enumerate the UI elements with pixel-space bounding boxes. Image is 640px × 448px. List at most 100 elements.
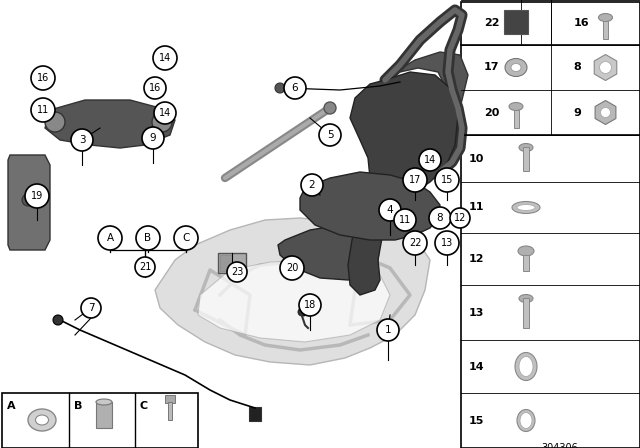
Ellipse shape [517, 409, 535, 431]
Polygon shape [348, 72, 458, 295]
Circle shape [152, 112, 172, 132]
Circle shape [284, 77, 306, 99]
Ellipse shape [515, 353, 537, 380]
Circle shape [98, 226, 122, 250]
Ellipse shape [509, 103, 523, 111]
Text: 8: 8 [436, 213, 444, 223]
Text: 9: 9 [573, 108, 581, 117]
Ellipse shape [518, 246, 534, 256]
Polygon shape [595, 55, 617, 81]
Ellipse shape [598, 13, 612, 22]
Polygon shape [300, 172, 440, 240]
Circle shape [153, 46, 177, 70]
Circle shape [144, 77, 166, 99]
Circle shape [298, 308, 306, 316]
Text: 14: 14 [469, 362, 484, 371]
Text: 9: 9 [150, 133, 156, 143]
Ellipse shape [520, 413, 532, 428]
Ellipse shape [519, 357, 533, 376]
Circle shape [174, 226, 198, 250]
Bar [249, 407, 261, 421]
Circle shape [22, 194, 34, 206]
Text: 16: 16 [573, 17, 589, 27]
Ellipse shape [28, 409, 56, 431]
Circle shape [377, 319, 399, 341]
Text: B: B [145, 233, 152, 243]
Circle shape [53, 315, 63, 325]
Text: 6: 6 [292, 83, 298, 93]
Text: 14: 14 [159, 53, 171, 63]
Bar [461, 2, 640, 448]
Ellipse shape [512, 202, 540, 214]
Circle shape [31, 66, 55, 90]
Circle shape [403, 168, 427, 192]
Text: 14: 14 [424, 155, 436, 165]
Circle shape [71, 129, 93, 151]
Text: 22: 22 [409, 238, 421, 248]
Text: 1: 1 [385, 325, 391, 335]
Circle shape [280, 256, 304, 280]
Circle shape [394, 209, 416, 231]
Polygon shape [155, 218, 430, 365]
Circle shape [25, 184, 49, 208]
Text: 7: 7 [88, 303, 94, 313]
Ellipse shape [511, 64, 521, 72]
Text: 14: 14 [159, 108, 171, 118]
Text: 11: 11 [469, 202, 484, 212]
Circle shape [31, 98, 55, 122]
Text: 12: 12 [469, 254, 484, 264]
Text: 16: 16 [37, 73, 49, 83]
Text: 17: 17 [484, 63, 499, 73]
Text: 304306: 304306 [541, 443, 579, 448]
Circle shape [136, 226, 160, 250]
Text: 15: 15 [441, 175, 453, 185]
Text: 11: 11 [37, 105, 49, 115]
Text: 16: 16 [149, 83, 161, 93]
Text: 15: 15 [469, 415, 484, 426]
Circle shape [403, 231, 427, 255]
Text: A: A [106, 233, 113, 243]
Text: C: C [182, 233, 189, 243]
Circle shape [450, 208, 470, 228]
Polygon shape [595, 100, 616, 125]
Circle shape [319, 124, 341, 146]
Circle shape [154, 102, 176, 124]
Text: 17: 17 [409, 175, 421, 185]
Bar [220, 255, 232, 271]
Text: 20: 20 [286, 263, 298, 273]
Ellipse shape [35, 415, 49, 425]
Text: 23: 23 [231, 267, 243, 277]
Circle shape [435, 168, 459, 192]
Circle shape [419, 149, 441, 171]
Circle shape [379, 199, 401, 221]
Polygon shape [278, 225, 380, 280]
Text: 2: 2 [308, 180, 316, 190]
Ellipse shape [519, 294, 533, 302]
Bar [523, 255, 529, 271]
Bar [2, 393, 198, 448]
Circle shape [435, 231, 459, 255]
Ellipse shape [505, 59, 527, 77]
Bar [504, 10, 528, 34]
Ellipse shape [96, 399, 112, 405]
Text: 18: 18 [304, 300, 316, 310]
Circle shape [324, 102, 336, 114]
Text: A: A [7, 401, 15, 411]
Bar [168, 402, 172, 420]
Ellipse shape [600, 108, 611, 117]
Text: B: B [74, 401, 83, 411]
Circle shape [81, 298, 101, 318]
Text: 11: 11 [399, 215, 411, 225]
Bar [603, 22, 608, 39]
Circle shape [227, 262, 247, 282]
Circle shape [429, 207, 451, 229]
Bar [523, 298, 529, 328]
Bar [218, 253, 246, 273]
Ellipse shape [519, 143, 533, 151]
Text: 19: 19 [31, 191, 43, 201]
Text: 22: 22 [484, 17, 499, 27]
Text: 13: 13 [469, 307, 484, 318]
Circle shape [301, 174, 323, 196]
Polygon shape [198, 260, 390, 342]
Circle shape [275, 83, 285, 93]
